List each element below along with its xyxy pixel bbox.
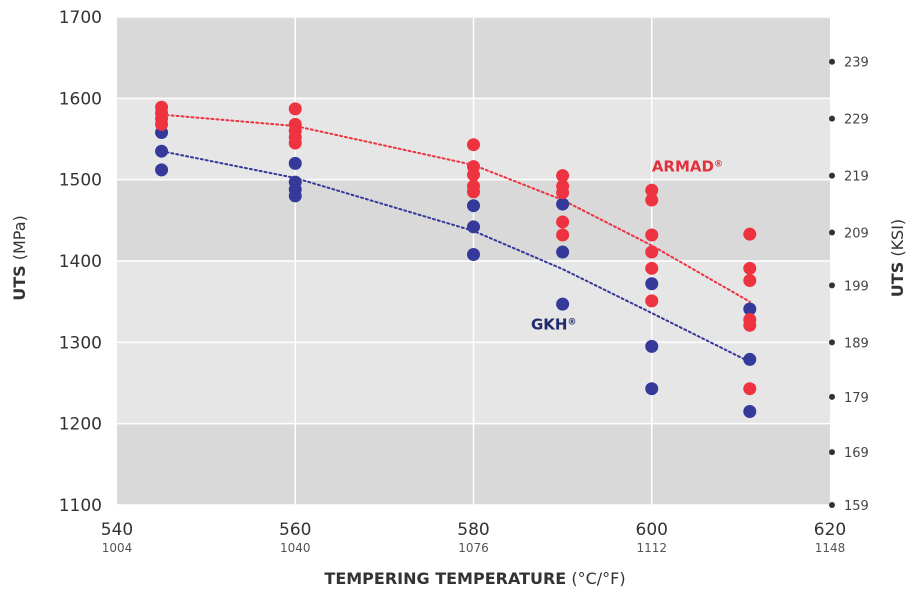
point-gkh-11 [556,245,570,259]
point-gkh-9 [467,247,480,261]
series-label-name-gkh: GKH [531,315,568,333]
point-armad-8 [288,136,302,150]
right-tick-dot-6 [829,172,835,179]
right-tick-dot-3 [829,339,835,346]
series-labels: GKH®ARMAD® [531,158,723,334]
point-armad-26 [743,261,757,275]
right-tick-label-7: 229 [844,113,869,128]
right-tick-dot-7 [829,115,835,122]
point-armad-20 [645,193,659,207]
right-tick-label-3: 189 [844,336,869,351]
point-gkh-7 [467,199,480,213]
point-gkh-1 [155,144,169,158]
point-armad-13 [467,185,480,199]
point-armad-19 [645,183,659,197]
x-tick-label-3: 600 [636,520,668,540]
right-tick-label-0: 159 [844,499,869,514]
y-tick-label-3: 1400 [59,252,102,272]
point-gkh-17 [743,352,757,366]
y-tick-label-1: 1200 [59,415,102,435]
right-tick-dot-8 [829,58,835,65]
right-tick-dot-1 [829,449,835,456]
point-gkh-13 [645,277,659,291]
point-armad-4 [288,102,302,116]
point-armad-18 [556,228,570,242]
y-axis-title-unit: (MPa) [10,215,29,260]
right-axis-ticks: 159 169 179 189 199 209 219 229 239 [829,56,869,514]
series-label-gkh: GKH® [531,315,577,333]
point-gkh-8 [467,220,480,234]
x-axis-title-bold: TEMPERING TEMPERATURE [324,569,566,588]
point-armad-11 [467,168,480,182]
y-tick-label-5: 1600 [59,89,102,109]
data-points [155,100,757,418]
point-armad-29 [743,318,757,332]
right-tick-label-4: 199 [844,279,869,294]
x-tick-label-1: 560 [279,520,311,540]
x-tick-secondary-label-3: 1112 [636,541,667,555]
horizontal-gridlines [117,16,830,506]
point-armad-21 [645,228,659,242]
point-armad-16 [556,186,570,200]
point-armad-22 [645,245,659,259]
y2-axis-title-bold: UTS [888,262,907,297]
right-tick-dot-2 [829,393,835,400]
point-armad-3 [155,117,169,131]
x-tick-secondary-label-1: 1040 [280,541,311,555]
x-tick-secondary-label-2: 1076 [458,541,489,555]
right-tick-dot-5 [829,229,835,236]
y2-axis-title: UTS (KSI) [888,219,907,297]
right-tick-dot-4 [829,282,835,289]
point-gkh-15 [645,382,659,396]
x-axis-title: TEMPERING TEMPERATURE (°C/°F) [324,569,625,588]
right-tick-label-5: 209 [844,227,869,242]
point-gkh-14 [645,339,659,353]
y-axis-ticks: 1100 1200 1300 1400 1500 1600 1700 [59,8,102,516]
point-armad-17 [556,215,570,229]
point-gkh-3 [288,156,302,170]
trend-line-gkh [160,150,751,363]
point-gkh-10 [556,197,570,211]
point-gkh-18 [743,404,757,418]
trend-lines [160,113,751,363]
x-tick-label-2: 580 [457,520,489,540]
series-label-mark-armad: ® [714,160,723,170]
right-tick-label-8: 239 [844,56,869,71]
point-armad-27 [743,274,757,288]
x-tick-label-0: 540 [101,520,133,540]
point-gkh-2 [155,163,169,177]
right-tick-label-6: 219 [844,170,869,185]
x-tick-label-4: 620 [814,520,846,540]
right-tick-label-2: 179 [844,391,869,406]
y-tick-label-0: 1100 [59,496,102,516]
point-armad-30 [743,382,757,396]
trend-line-armad [160,113,751,303]
y-axis-title: UTS (MPa) [10,215,29,301]
point-armad-25 [743,227,757,241]
series-label-mark-gkh: ® [567,317,576,327]
series-label-armad: ARMAD® [652,158,723,176]
y2-axis-title-unit: (KSI) [888,219,907,257]
y-tick-label-4: 1500 [59,171,102,191]
point-armad-24 [645,294,659,308]
point-armad-14 [556,169,570,183]
x-tick-secondary-label-0: 1004 [102,541,133,555]
right-tick-label-1: 169 [844,446,869,461]
series-label-name-armad: ARMAD [652,158,714,176]
x-axis-title-unit: (°C/°F) [571,569,625,588]
point-armad-23 [645,261,659,275]
point-gkh-12 [556,297,570,311]
point-armad-9 [467,138,480,152]
y-axis-title-bold: UTS [10,265,29,300]
x-tick-secondary-label-4: 1148 [815,541,846,555]
y-tick-label-2: 1300 [59,333,102,353]
point-gkh-16 [743,302,757,316]
right-tick-dot-0 [829,502,835,508]
point-gkh-6 [288,189,302,203]
y-tick-label-6: 1700 [59,8,102,28]
